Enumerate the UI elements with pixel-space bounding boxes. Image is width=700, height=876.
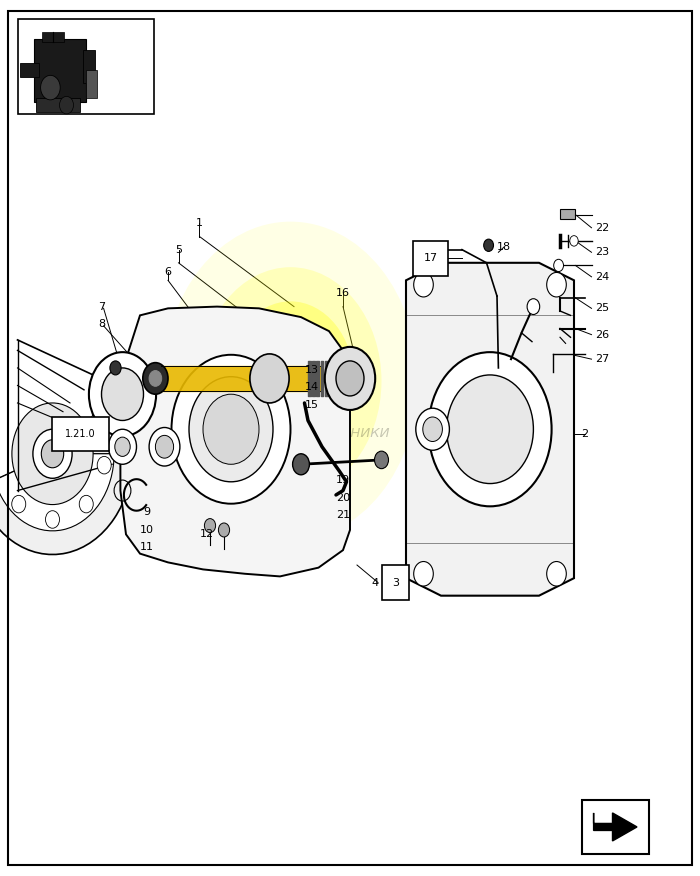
Circle shape: [163, 222, 418, 540]
Bar: [20, 63, 39, 77]
Circle shape: [547, 562, 566, 586]
Circle shape: [189, 377, 273, 482]
Bar: [34, 39, 86, 102]
Text: АГРоТЕХ: АГРоТЕХ: [134, 360, 321, 397]
Circle shape: [149, 371, 162, 386]
Circle shape: [102, 368, 144, 420]
Circle shape: [12, 495, 26, 512]
Bar: [560, 209, 575, 219]
Circle shape: [79, 495, 93, 512]
Circle shape: [115, 437, 130, 456]
Circle shape: [484, 239, 494, 251]
Circle shape: [46, 511, 60, 528]
Circle shape: [12, 403, 93, 505]
Text: 25: 25: [595, 303, 609, 314]
Text: 9: 9: [144, 507, 150, 518]
Polygon shape: [594, 813, 637, 841]
Circle shape: [218, 523, 230, 537]
Circle shape: [423, 417, 442, 442]
Circle shape: [527, 299, 540, 314]
Circle shape: [416, 408, 449, 450]
Text: 4: 4: [371, 577, 378, 588]
Bar: [18, 19, 154, 114]
Circle shape: [428, 352, 552, 506]
Text: 13: 13: [304, 364, 318, 375]
FancyBboxPatch shape: [413, 241, 449, 275]
Text: 11: 11: [140, 542, 154, 553]
Text: 2: 2: [581, 428, 588, 439]
Circle shape: [547, 272, 566, 297]
Circle shape: [155, 435, 174, 458]
Text: 24: 24: [595, 272, 609, 282]
Circle shape: [414, 562, 433, 586]
Circle shape: [325, 347, 375, 410]
Bar: [582, 800, 649, 854]
Text: 3: 3: [392, 577, 399, 588]
Text: НАЧАЛЬНИК СЕЛЬХОЗТЕХНИКИ: НАЧАЛЬНИК СЕЛЬХОЗТЕХНИКИ: [170, 427, 390, 440]
Circle shape: [250, 354, 289, 403]
Text: 22: 22: [595, 223, 609, 233]
Text: 19: 19: [336, 475, 350, 485]
Circle shape: [203, 394, 259, 464]
Text: 12: 12: [199, 529, 213, 540]
Circle shape: [41, 75, 60, 100]
Bar: [42, 32, 64, 42]
Circle shape: [245, 324, 336, 438]
Circle shape: [414, 272, 433, 297]
Circle shape: [172, 355, 290, 504]
FancyBboxPatch shape: [382, 566, 409, 600]
Text: 17: 17: [424, 253, 438, 264]
Circle shape: [293, 454, 309, 475]
Text: 15: 15: [304, 399, 318, 410]
Circle shape: [110, 361, 121, 375]
Polygon shape: [120, 307, 350, 576]
Circle shape: [149, 427, 180, 466]
Circle shape: [199, 267, 382, 495]
Circle shape: [554, 259, 564, 272]
Text: 18: 18: [497, 242, 511, 252]
Wedge shape: [0, 454, 114, 531]
Circle shape: [89, 352, 156, 436]
Circle shape: [336, 361, 364, 396]
Circle shape: [97, 456, 111, 474]
Polygon shape: [406, 263, 574, 596]
Wedge shape: [0, 454, 133, 555]
Circle shape: [570, 236, 578, 246]
Text: 10: 10: [140, 525, 154, 535]
Text: 6: 6: [164, 266, 172, 277]
Text: 26: 26: [595, 329, 609, 340]
Text: 1.21.0: 1.21.0: [65, 428, 96, 439]
Circle shape: [204, 519, 216, 533]
Text: 21: 21: [336, 510, 350, 520]
Circle shape: [60, 96, 74, 114]
Text: 8: 8: [98, 319, 105, 329]
Circle shape: [374, 451, 388, 469]
Text: 16: 16: [336, 288, 350, 299]
Text: 7: 7: [98, 301, 105, 312]
Text: 23: 23: [595, 247, 609, 258]
Text: 1: 1: [196, 218, 203, 229]
Bar: [36, 98, 80, 112]
Text: 14: 14: [304, 382, 318, 392]
Circle shape: [227, 301, 354, 461]
Text: 5: 5: [175, 244, 182, 255]
Text: 27: 27: [595, 354, 609, 364]
Circle shape: [143, 363, 168, 394]
Text: 20: 20: [336, 492, 350, 503]
Circle shape: [33, 429, 72, 478]
Bar: [83, 50, 95, 83]
Bar: [86, 70, 97, 98]
Circle shape: [447, 375, 533, 484]
FancyBboxPatch shape: [52, 417, 109, 450]
Circle shape: [91, 413, 105, 430]
Circle shape: [108, 429, 136, 464]
Circle shape: [41, 440, 64, 468]
